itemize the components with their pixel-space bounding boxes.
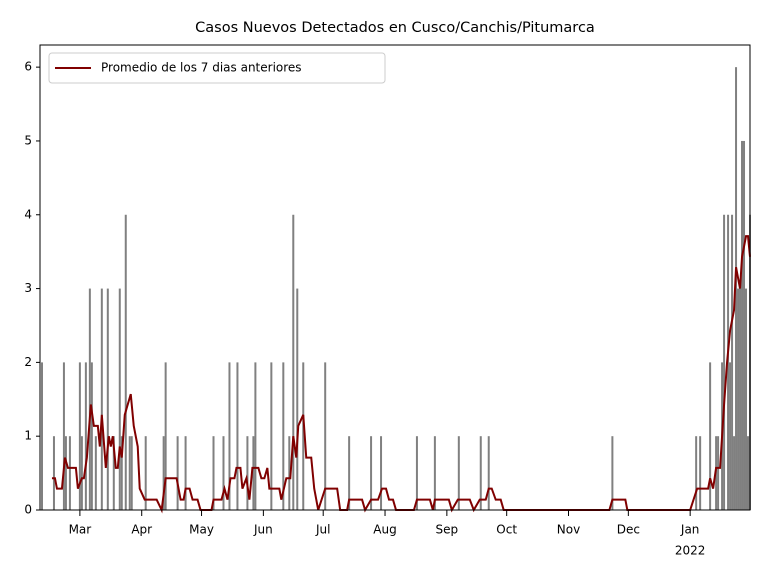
bar bbox=[733, 436, 736, 510]
bar bbox=[128, 436, 131, 510]
bar bbox=[246, 436, 249, 510]
bar bbox=[162, 436, 165, 510]
bar bbox=[302, 362, 305, 510]
bar bbox=[296, 288, 299, 510]
y-tick-label: 1 bbox=[24, 429, 32, 443]
y-tick-label: 6 bbox=[24, 60, 32, 74]
bar bbox=[222, 436, 225, 510]
bar bbox=[78, 362, 81, 510]
bar bbox=[743, 140, 746, 510]
bar bbox=[254, 362, 257, 510]
bar bbox=[380, 436, 383, 510]
y-tick-label: 0 bbox=[24, 503, 32, 517]
bar bbox=[731, 214, 734, 510]
bar bbox=[184, 436, 187, 510]
bar bbox=[723, 214, 726, 510]
bar bbox=[52, 436, 55, 510]
bar bbox=[739, 288, 742, 510]
bar bbox=[745, 288, 748, 510]
legend-box bbox=[48, 52, 386, 84]
bar bbox=[695, 436, 698, 510]
bar bbox=[236, 362, 239, 510]
bar bbox=[737, 288, 740, 510]
bar bbox=[130, 436, 133, 510]
bar bbox=[292, 214, 295, 510]
y-tick-label: 3 bbox=[24, 281, 32, 295]
bar bbox=[64, 436, 67, 510]
chart-title: Casos Nuevos Detectados en Cusco/Canchis… bbox=[195, 20, 595, 36]
bar bbox=[252, 436, 255, 510]
bar bbox=[324, 362, 327, 510]
bar bbox=[100, 288, 103, 510]
bar bbox=[699, 436, 702, 510]
x-tick-label: Sep bbox=[436, 523, 459, 537]
y-tick-label: 5 bbox=[24, 133, 32, 147]
x-tick-label: Oct bbox=[496, 523, 517, 537]
x-tick-label: Jan bbox=[680, 523, 700, 537]
bar bbox=[88, 288, 91, 510]
x-tick-label: Jul bbox=[315, 523, 330, 537]
bar bbox=[479, 436, 482, 510]
x-tick-label: Dec bbox=[617, 523, 640, 537]
bar bbox=[62, 362, 65, 510]
bar bbox=[611, 436, 614, 510]
bar bbox=[124, 214, 127, 510]
x-tick-label: Mar bbox=[69, 523, 92, 537]
bar bbox=[40, 362, 43, 510]
average-line bbox=[51, 235, 751, 514]
plot-area bbox=[40, 67, 751, 514]
x-tick-label: Jun bbox=[253, 523, 273, 537]
bar bbox=[228, 362, 231, 510]
bar bbox=[348, 436, 351, 510]
bar bbox=[68, 436, 71, 510]
plot-frame bbox=[39, 44, 751, 511]
bar bbox=[747, 436, 750, 510]
bar bbox=[282, 362, 285, 510]
bar bbox=[741, 140, 744, 510]
y-tick-label: 2 bbox=[24, 355, 32, 369]
bar bbox=[433, 436, 436, 510]
bar bbox=[90, 362, 93, 510]
x-tick-label: Apr bbox=[131, 523, 152, 537]
x-tick-label: Nov bbox=[557, 523, 580, 537]
legend-label: Promedio de los 7 dias anteriores bbox=[101, 61, 302, 75]
bar bbox=[118, 288, 121, 510]
bar bbox=[84, 362, 87, 510]
bar bbox=[80, 436, 83, 510]
bar bbox=[212, 436, 215, 510]
y-tick-label: 4 bbox=[24, 207, 32, 221]
x-tick-label: Aug bbox=[373, 523, 396, 537]
bar bbox=[370, 436, 373, 510]
bar bbox=[112, 436, 115, 510]
x-year-label: 2022 bbox=[675, 544, 706, 558]
bar bbox=[164, 362, 167, 510]
bar bbox=[270, 362, 273, 510]
bar bbox=[729, 362, 732, 510]
bar bbox=[288, 436, 291, 510]
bar bbox=[717, 436, 720, 510]
x-tick-label: May bbox=[189, 523, 214, 537]
legend: Promedio de los 7 dias anteriores bbox=[48, 52, 386, 84]
bar bbox=[487, 436, 490, 510]
bar bbox=[176, 436, 179, 510]
bar bbox=[457, 436, 460, 510]
bar bbox=[415, 436, 418, 510]
bar bbox=[709, 362, 712, 510]
bar bbox=[94, 436, 97, 510]
bar bbox=[120, 436, 123, 510]
bar bbox=[106, 288, 109, 510]
bar bbox=[144, 436, 147, 510]
